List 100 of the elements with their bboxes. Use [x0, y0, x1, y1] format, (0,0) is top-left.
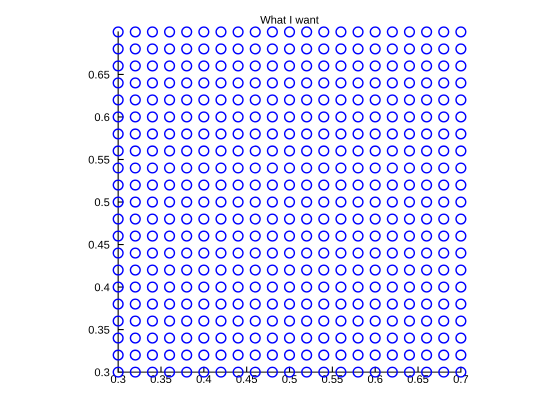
- point: [164, 332, 176, 344]
- point: [232, 145, 244, 157]
- point: [146, 282, 158, 293]
- point: [181, 77, 192, 89]
- point: [301, 128, 312, 140]
- point: [130, 128, 141, 140]
- point: [112, 94, 124, 106]
- point: [438, 26, 450, 38]
- point: [352, 332, 364, 344]
- point: [404, 282, 416, 293]
- point: [370, 111, 381, 123]
- point: [455, 213, 466, 225]
- point: [284, 196, 296, 208]
- point: [455, 43, 466, 54]
- point: [181, 213, 192, 225]
- point: [181, 26, 192, 38]
- point: [421, 264, 432, 276]
- point: [198, 179, 210, 191]
- y-tick-label: 0.5: [94, 198, 110, 206]
- point: [301, 196, 312, 208]
- point: [130, 316, 141, 327]
- point: [130, 60, 141, 72]
- point: [386, 350, 398, 361]
- point: [404, 213, 416, 225]
- point: [164, 111, 176, 123]
- point: [266, 230, 278, 242]
- point: [232, 162, 244, 174]
- point: [438, 196, 450, 208]
- point: [266, 264, 278, 276]
- point: [335, 77, 346, 89]
- point: [112, 60, 124, 72]
- y-tick-label: 0.3: [94, 368, 110, 376]
- point: [370, 162, 381, 174]
- y-tick-label: 0.45: [88, 240, 110, 249]
- point: [232, 213, 244, 225]
- point: [438, 366, 450, 378]
- point: [130, 350, 141, 361]
- point: [438, 128, 450, 140]
- point: [198, 128, 210, 140]
- point: [301, 316, 312, 327]
- point: [455, 179, 466, 191]
- point: [301, 94, 312, 106]
- point: [455, 316, 466, 327]
- point: [455, 94, 466, 106]
- point: [438, 298, 450, 310]
- point: [404, 128, 416, 140]
- point: [112, 145, 124, 157]
- point: [232, 111, 244, 123]
- point: [421, 26, 432, 38]
- point: [250, 77, 261, 89]
- point: [438, 60, 450, 72]
- point: [352, 77, 364, 89]
- point: [181, 350, 192, 361]
- point: [370, 26, 381, 38]
- point: [404, 316, 416, 327]
- point: [232, 128, 244, 140]
- point: [164, 350, 176, 361]
- point: [404, 94, 416, 106]
- point: [112, 282, 124, 293]
- point: [250, 332, 261, 344]
- point: [266, 332, 278, 344]
- point: [335, 162, 346, 174]
- point: [301, 179, 312, 191]
- point: [164, 128, 176, 140]
- point: [352, 162, 364, 174]
- point: [284, 94, 296, 106]
- x-tick-label: 0.4: [196, 375, 212, 384]
- point: [198, 264, 210, 276]
- point: [318, 26, 330, 38]
- point: [455, 247, 466, 259]
- point: [335, 145, 346, 157]
- point: [438, 145, 450, 157]
- point: [266, 60, 278, 72]
- point: [455, 26, 466, 38]
- point: [455, 230, 466, 242]
- point: [164, 60, 176, 72]
- point: [352, 179, 364, 191]
- point: [404, 230, 416, 242]
- point: [130, 43, 141, 54]
- point: [386, 298, 398, 310]
- point: [284, 350, 296, 361]
- point: [284, 298, 296, 310]
- point: [146, 111, 158, 123]
- point: [130, 26, 141, 38]
- point: [198, 60, 210, 72]
- point: [335, 230, 346, 242]
- point: [130, 247, 141, 259]
- point: [146, 350, 158, 361]
- point: [386, 179, 398, 191]
- point: [215, 282, 227, 293]
- point: [164, 282, 176, 293]
- point: [250, 298, 261, 310]
- point: [352, 26, 364, 38]
- point: [215, 298, 227, 310]
- point: [335, 94, 346, 106]
- point: [421, 247, 432, 259]
- x-tick-label: 0.6: [368, 375, 382, 384]
- point: [386, 264, 398, 276]
- point: [421, 179, 432, 191]
- point: [146, 94, 158, 106]
